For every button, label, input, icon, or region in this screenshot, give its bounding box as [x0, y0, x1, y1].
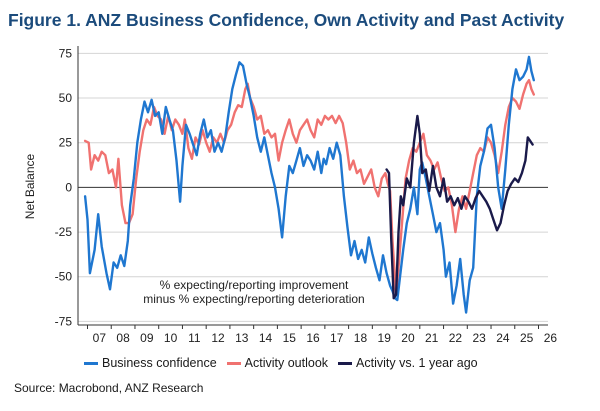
legend-item-activity-vs-year-ago: Activity vs. 1 year ago [338, 356, 478, 370]
legend-swatch [226, 361, 241, 365]
x-tick-label: 14 [259, 331, 273, 345]
x-tick-label: 18 [354, 331, 368, 345]
legend-item-business-confidence: Business confidence [84, 356, 217, 370]
y-axis-label: Net Balance [23, 153, 37, 219]
x-tick-label: 26 [544, 331, 558, 345]
y-tick-label: 50 [59, 91, 73, 105]
legend-swatch [338, 361, 353, 365]
x-tick-label: 25 [520, 331, 534, 345]
figure-title: Figure 1. ANZ Business Confidence, Own A… [8, 10, 565, 30]
x-tick-label: 13 [235, 331, 249, 345]
x-tick-label: 17 [330, 331, 344, 345]
x-tick-label: 08 [116, 331, 130, 345]
x-tick-label: 11 [188, 331, 201, 345]
y-tick-label: 75 [59, 46, 73, 60]
series-line-0 [83, 55, 535, 314]
x-tick-label: 21 [425, 331, 439, 345]
x-tick-label: 20 [401, 331, 415, 345]
x-tick-label: 23 [472, 331, 486, 345]
source-note: Source: Macrobond, ANZ Research [14, 381, 204, 395]
x-tick-label: 10 [164, 331, 178, 345]
series-lines [83, 55, 535, 314]
x-tick-label: 07 [93, 331, 107, 345]
y-tick-label: 25 [59, 136, 73, 150]
legend-item-activity-outlook: Activity outlook [226, 356, 329, 370]
legend-label: Activity outlook [244, 356, 329, 370]
y-tick-label: 0 [65, 180, 72, 194]
chart-legend: Business confidence Activity outlook Act… [84, 356, 478, 370]
legend-label: Activity vs. 1 year ago [356, 356, 478, 370]
y-tick-label: -25 [55, 225, 73, 239]
x-tick-label: 15 [283, 331, 297, 345]
x-tick-label: 12 [211, 331, 225, 345]
x-tick-label: 22 [449, 331, 463, 345]
y-axis-ticks: -75 -50 -25 0 25 50 75 [55, 46, 73, 328]
x-tick-label: 09 [140, 331, 154, 345]
legend-label: Business confidence [102, 356, 217, 370]
y-tick-label: -50 [55, 270, 73, 284]
x-tick-label: 16 [306, 331, 320, 345]
chart-annotation-line-2: minus % expecting/reporting deterioratio… [143, 292, 364, 306]
y-tick-label: -75 [55, 314, 73, 328]
chart-annotation-line-1: % expecting/reporting improvement [160, 278, 349, 292]
series-line-2 [385, 114, 534, 300]
x-tick-label: 24 [496, 331, 510, 345]
x-tick-label: 19 [378, 331, 392, 345]
legend-swatch [84, 361, 98, 365]
x-axis-ticks: 07 08 09 10 11 12 13 14 15 16 17 18 19 20 21 22 23 24 25 26 [86, 325, 558, 345]
